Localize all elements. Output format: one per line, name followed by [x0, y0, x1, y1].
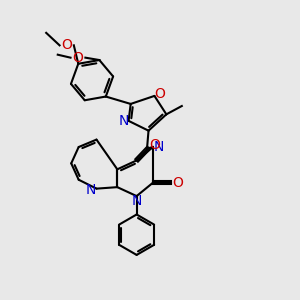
Text: N: N [153, 140, 164, 154]
Text: N: N [131, 194, 142, 208]
Text: O: O [149, 138, 160, 152]
Text: O: O [61, 38, 72, 52]
Text: O: O [72, 51, 83, 65]
Text: N: N [85, 183, 96, 197]
Text: N: N [119, 114, 129, 128]
Text: O: O [154, 87, 165, 101]
Text: O: O [172, 176, 183, 190]
